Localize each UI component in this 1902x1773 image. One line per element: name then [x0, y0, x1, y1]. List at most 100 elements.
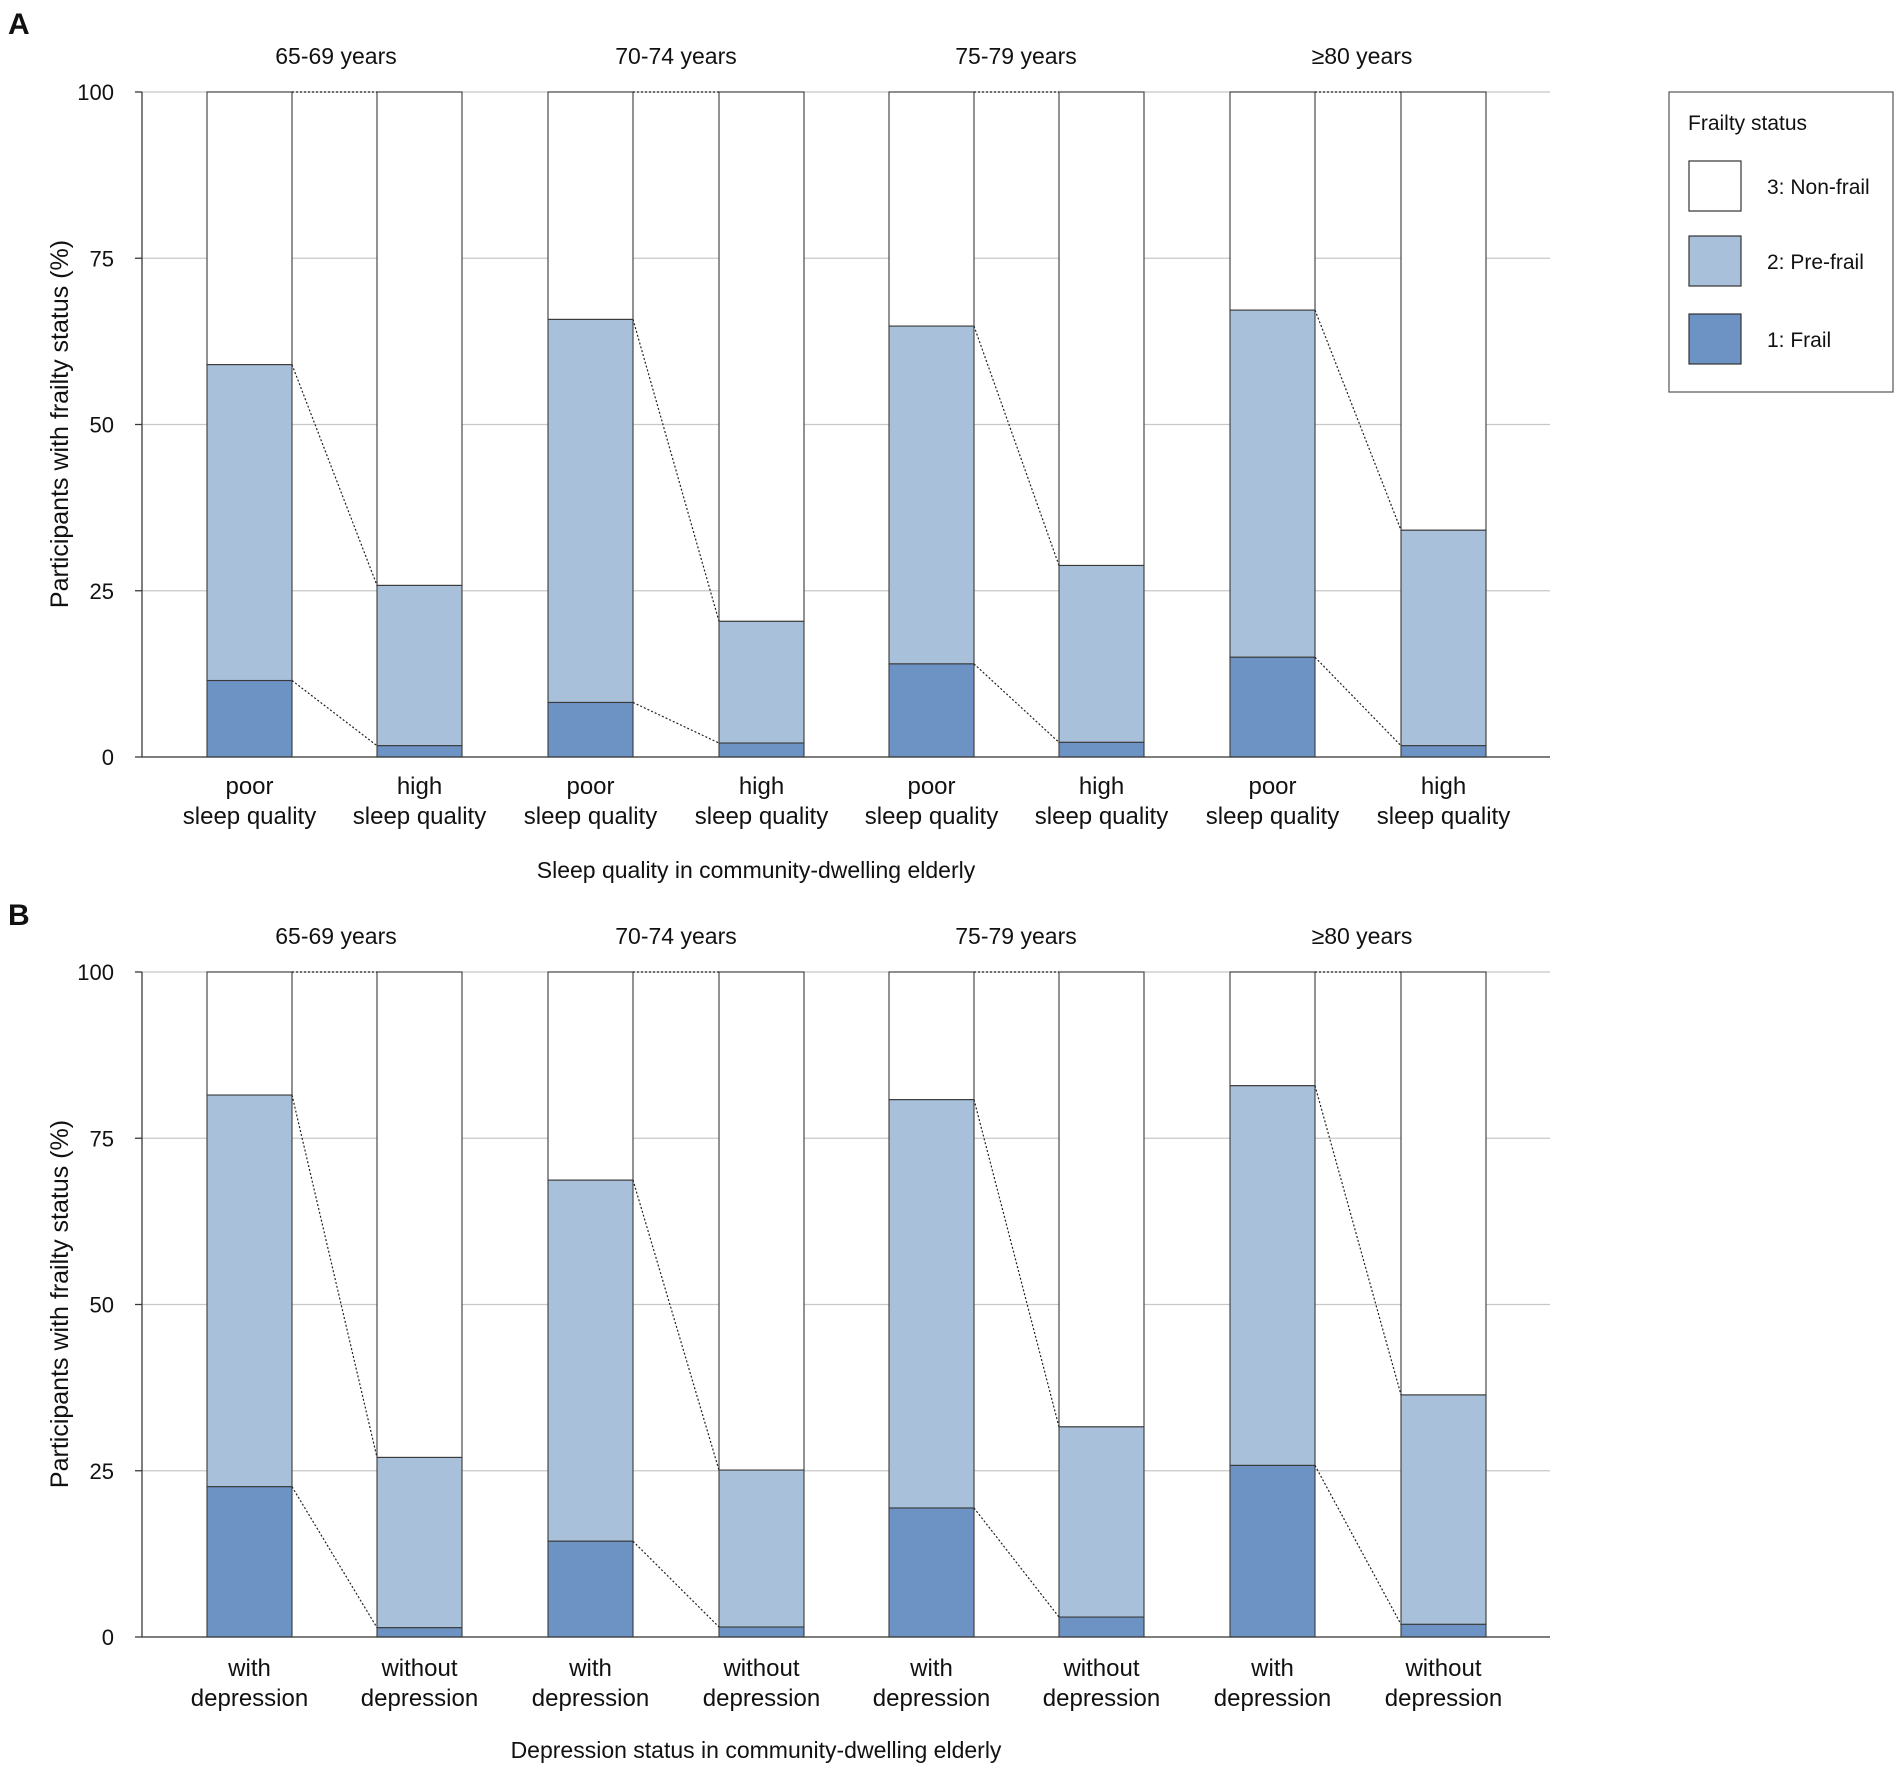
panel-a-bar-nonfrail: [206, 91, 293, 366]
panel-a-bar-nonfrail: [1229, 91, 1316, 311]
panel-b-bar-nonfrail: [718, 971, 805, 1471]
panel-b-bar-nonfrail: [547, 971, 634, 1181]
panel-b-category-label-line1: without: [1404, 1655, 1481, 1682]
panel-a-bar-frail: [376, 745, 463, 758]
panel-a-category-label-line1: high: [1421, 773, 1466, 800]
panel-a-group-label: 65-69 years: [275, 43, 396, 69]
panel-a-bar-frail: [718, 742, 805, 758]
panel-a-category-label-line2: sleep quality: [1206, 803, 1339, 830]
panel-b-bar-frail: [1058, 1616, 1145, 1638]
panel-b-bar-prefrail: [1400, 1394, 1487, 1625]
panel-a-category-label-line2: sleep quality: [695, 803, 828, 830]
panel-b-group-label: ≥80 years: [1312, 923, 1413, 949]
panel-a-ytick-label: 100: [77, 80, 114, 105]
panel-b-connector-line: [291, 1486, 378, 1628]
panel-b-connector-line: [632, 1179, 720, 1471]
panel-b-category-label-line1: without: [1062, 1655, 1139, 1682]
panel-b-bar-nonfrail: [206, 971, 293, 1096]
panel-b-bar-prefrail: [206, 1094, 293, 1488]
panel-a-category-label-line1: high: [739, 773, 784, 800]
panel-a-x-axis-label: Sleep quality in community-dwelling elde…: [537, 857, 976, 883]
panel-b-bar-nonfrail: [376, 971, 463, 1459]
panel-b-group-label: 70-74 years: [615, 923, 736, 949]
panel-b-category-label-line2: depression: [703, 1685, 820, 1712]
panel-b-bar-prefrail: [547, 1179, 634, 1542]
legend-label-nonfrail: 3: Non-frail: [1767, 176, 1870, 199]
panel-b-ytick-label: 100: [77, 960, 114, 985]
panel-b-category-label-line2: depression: [1385, 1685, 1502, 1712]
panel-a-category-label-line2: sleep quality: [865, 803, 998, 830]
legend-swatch-nonfrail: [1688, 160, 1742, 212]
panel-b-category-label-line2: depression: [873, 1685, 990, 1712]
panel-b-category-label-line1: with: [1250, 1655, 1294, 1682]
panel-b-connector-line: [973, 1507, 1060, 1618]
panel-b-group-label: 65-69 years: [275, 923, 396, 949]
panel-b-bar-prefrail: [718, 1469, 805, 1628]
panel-b-category-label-line1: with: [227, 1655, 271, 1682]
panel-b-category-label-line1: without: [722, 1655, 799, 1682]
panel-a-bar-frail: [547, 701, 634, 758]
panel-b-bar-nonfrail: [1058, 971, 1145, 1428]
panel-b-bar-frail: [547, 1540, 634, 1638]
panel-b-bar-prefrail: [1058, 1426, 1145, 1618]
panel-a-bar-frail: [1229, 656, 1316, 758]
panel-b-bar-frail: [376, 1627, 463, 1638]
panel-a-category-label-line2: sleep quality: [353, 803, 486, 830]
panel-a-bar-prefrail: [376, 584, 463, 747]
panel-a-connector-line: [1314, 309, 1402, 531]
panel-b-connector-line: [291, 1094, 378, 1458]
panel-a-category-label-line1: poor: [566, 773, 614, 800]
panel-a-connector-line: [291, 364, 378, 586]
panel-a-ytick-label: 75: [90, 246, 114, 271]
panel-a-group-label: 75-79 years: [955, 43, 1076, 69]
panel-b-bar-prefrail: [376, 1456, 463, 1629]
panel-a-bar-frail: [888, 663, 975, 758]
panel-a-bar-nonfrail: [718, 91, 805, 622]
panel-a-bar-frail: [1058, 741, 1145, 758]
panel-b-bar-frail: [1229, 1464, 1316, 1638]
panel-a-connector-line: [973, 663, 1060, 743]
panel-b-bar-frail: [718, 1626, 805, 1638]
panel-a-category-label-line1: poor: [907, 773, 955, 800]
panel-a-connector-line: [632, 319, 720, 622]
panel-b-connector-line: [1314, 1085, 1402, 1396]
panel-a-y-axis-label: Participants with frailty status (%): [46, 240, 74, 608]
panel-a-bar-prefrail: [1400, 529, 1487, 747]
panel-b-bar-frail: [206, 1486, 293, 1638]
panel-b-bar-prefrail: [888, 1099, 975, 1509]
panel-a-ytick-label: 25: [90, 579, 114, 604]
legend-label-prefrail: 2: Pre-frail: [1767, 251, 1864, 274]
panel-b-bar-prefrail: [1229, 1085, 1316, 1466]
panel-a-bar-prefrail: [206, 364, 293, 682]
panel-b-group-label: 75-79 years: [955, 923, 1076, 949]
panel-a-connector-line: [973, 325, 1060, 566]
panel-a-bar-prefrail: [1229, 309, 1316, 658]
panel-b-x-axis-label: Depression status in community-dwelling …: [511, 1737, 1002, 1763]
panel-a-category-label-line2: sleep quality: [1377, 803, 1510, 830]
panel-a-letter: A: [8, 8, 30, 41]
panel-b-bar-frail: [888, 1507, 975, 1638]
panel-a-bar-prefrail: [718, 620, 805, 744]
panel-a-category-label-line2: sleep quality: [183, 803, 316, 830]
legend: Frailty status 3: Non-frail 2: Pre-frail…: [1668, 91, 1894, 393]
panel-b-ytick-label: 0: [102, 1625, 114, 1650]
panel-a: A 0 25 50 75 100 Participants with frailty st…: [8, 8, 1550, 883]
panel-a-category-label-line2: sleep quality: [1035, 803, 1168, 830]
panel-b-connector-line: [1314, 1465, 1402, 1625]
panel-b-category-label-line1: without: [380, 1655, 457, 1682]
panel-b-category-label-line2: depression: [532, 1685, 649, 1712]
panel-a-bar-frail: [206, 679, 293, 758]
legend-swatch-frail: [1688, 313, 1742, 365]
panel-b-category-label-line1: with: [909, 1655, 953, 1682]
legend-title: Frailty status: [1688, 112, 1807, 135]
panel-b-bar-nonfrail: [1400, 971, 1487, 1396]
panel-a-connector-line: [1314, 656, 1402, 747]
panel-a-bar-prefrail: [1058, 564, 1145, 743]
panel-b-ytick-label: 25: [90, 1459, 114, 1484]
panel-a-bar-nonfrail: [376, 91, 463, 586]
panel-a-category-label-line1: poor: [225, 773, 273, 800]
panel-a-category-label-line1: high: [1079, 773, 1124, 800]
panel-b-category-label-line2: depression: [1043, 1685, 1160, 1712]
panel-a-ytick-label: 50: [90, 413, 114, 438]
panel-b-connector-line: [632, 1540, 720, 1628]
